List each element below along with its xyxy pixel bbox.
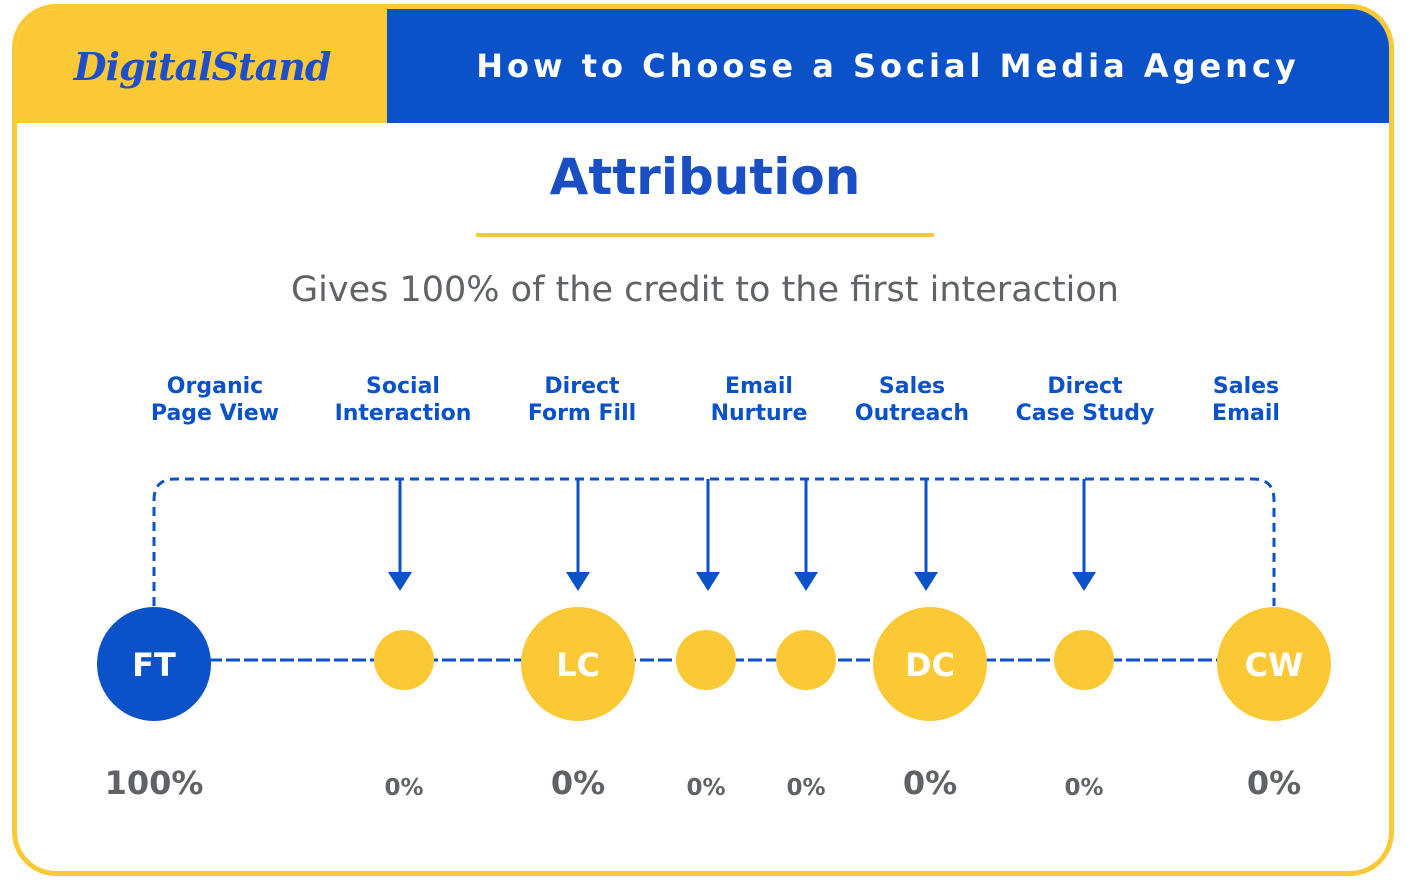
touchpoint-label-line1: Direct (544, 374, 620, 399)
credit-percent: 0% (903, 764, 957, 802)
touchpoint-label-line1: Social (366, 374, 440, 399)
touchpoint-label-line2: Case Study (1016, 401, 1155, 426)
touchpoint-label-line2: Nurture (711, 401, 808, 426)
touchpoint-node-cw (1217, 607, 1331, 721)
touchpoint-label-line1: Sales (1213, 374, 1279, 399)
page-title: Attribution (549, 148, 861, 206)
node-code: FT (132, 646, 176, 684)
arrow-down-icon (696, 572, 720, 591)
header-title: How to Choose a Social Media Agency (476, 47, 1300, 85)
touchpoint-label-line1: Email (725, 374, 793, 399)
credit-percent: 0% (1247, 764, 1301, 802)
touchpoint-node-ft (97, 607, 211, 721)
title-underline (476, 233, 934, 237)
touchpoint-node-dc (873, 607, 987, 721)
page-subtitle: Gives 100% of the credit to the first in… (291, 270, 1119, 310)
touchpoint-node (676, 630, 736, 690)
arrow-down-icon (794, 572, 818, 591)
arrow-down-icon (914, 572, 938, 591)
touchpoint-node-lc (521, 607, 635, 721)
credit-percent: 0% (551, 764, 605, 802)
infographic-card: DigitalStand How to Choose a Social Medi… (12, 4, 1394, 876)
connector-bracket (152, 477, 1276, 606)
credit-percent: 100% (105, 764, 204, 802)
touchpoint-label-line1: Sales (879, 374, 945, 399)
credit-percent: 0% (384, 775, 423, 801)
node-code: LC (556, 646, 600, 684)
credit-percent: 0% (686, 775, 725, 801)
arrow-down-icon (566, 572, 590, 591)
digitalstand-logo: DigitalStand (73, 43, 332, 89)
arrow-down-icon (1072, 572, 1096, 591)
touchpoint-node (776, 630, 836, 690)
touchpoint-label-line2: Page View (151, 401, 279, 426)
touchpoint-label-line2: Interaction (335, 401, 472, 426)
touchpoint-label-line1: Direct (1047, 374, 1123, 399)
header-banner: How to Choose a Social Media Agency (387, 9, 1389, 123)
touchpoint-label-line2: Form Fill (528, 401, 636, 426)
touchpoint-label-line2: Email (1212, 401, 1280, 426)
touchpoint-label-line1: Organic (167, 374, 263, 399)
credit-percent: 0% (786, 775, 825, 801)
touchpoint-node (1054, 630, 1114, 690)
logo-area: DigitalStand (17, 9, 387, 123)
node-code: CW (1245, 646, 1304, 684)
credit-percent: 0% (1064, 775, 1103, 801)
touchpoint-node (374, 630, 434, 690)
node-code: DC (905, 646, 955, 684)
arrow-down-icon (388, 572, 412, 591)
touchpoint-label-line2: Outreach (855, 401, 969, 426)
